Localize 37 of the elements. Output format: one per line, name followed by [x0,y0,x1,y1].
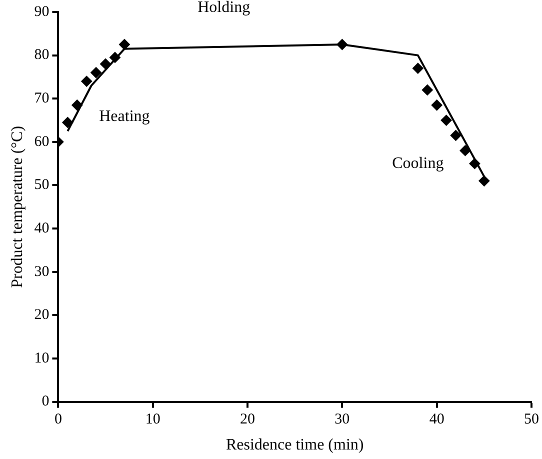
y-tick-label: 90 [34,4,50,20]
point [450,130,462,141]
point [81,76,92,87]
point [422,84,433,96]
point [478,175,490,186]
y-tick-label: 0 [42,394,50,410]
y-tick-label: 80 [34,47,50,64]
point [440,114,452,126]
point [412,62,424,74]
point [109,52,120,63]
point [469,158,480,170]
y-tick-label: 30 [34,264,50,280]
y-tick-label: 50 [34,177,50,194]
point [72,100,83,111]
x-tick-label: 40 [429,412,444,428]
point [100,58,112,70]
point [336,38,348,50]
y-tick-label: 60 [34,134,50,150]
annotation: Heating [99,108,150,126]
point [118,38,130,50]
point [90,67,102,78]
y-tick-label: 20 [34,307,50,324]
x-tick-label: 20 [240,412,256,428]
x-tick-label: 30 [334,412,350,428]
y-tick-label: 70 [34,90,50,107]
point [431,100,442,111]
annotation: Holding [198,0,250,18]
annotation: Cooling [392,155,444,174]
y-axis-title: Product temperature (°C) [8,126,26,288]
point [62,116,74,128]
point [460,145,471,156]
y-tick-label: 40 [34,220,50,236]
x-tick-label: 0 [54,412,62,428]
x-tick-label: 10 [145,412,160,428]
x-tick-label: 50 [524,412,539,428]
x-axis-title: Residence time (min) [226,436,364,454]
y-tick-label: 10 [34,350,50,366]
